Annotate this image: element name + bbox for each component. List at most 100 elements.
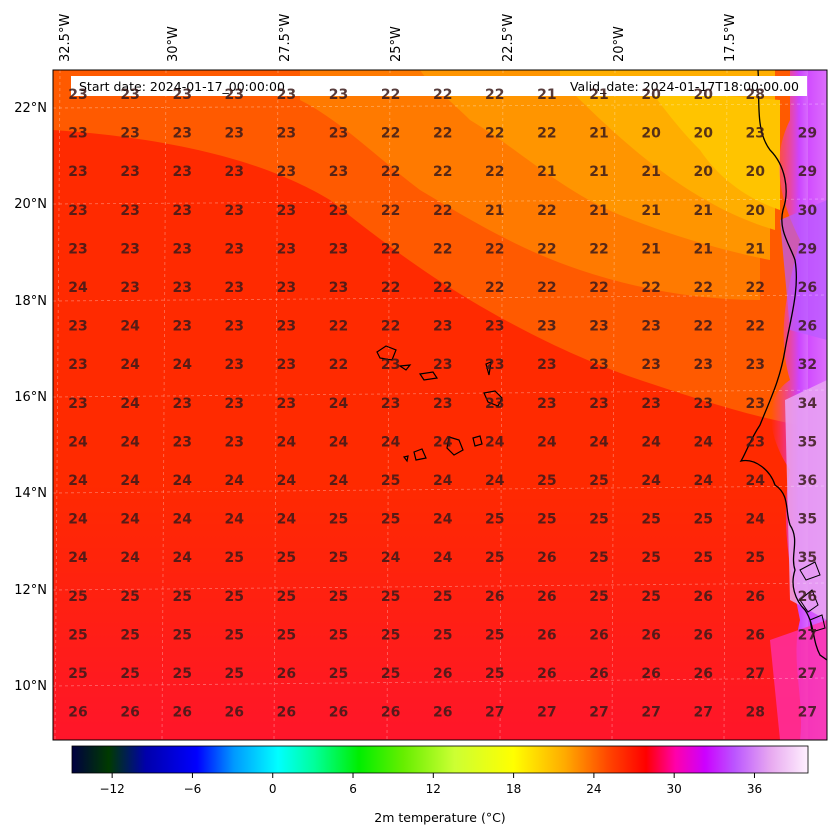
grid-value: 26 (641, 627, 660, 643)
grid-value: 25 (68, 666, 87, 682)
grid-value: 23 (68, 357, 87, 373)
grid-value: 24 (381, 550, 401, 566)
grid-value: 21 (641, 203, 660, 219)
grid-value: 23 (485, 319, 504, 335)
grid-value: 20 (693, 87, 713, 103)
grid-value: 22 (537, 280, 556, 296)
grid-value: 26 (433, 666, 452, 682)
coastline (739, 70, 827, 661)
grid-value: 23 (225, 357, 244, 373)
grid-value: 26 (172, 705, 191, 721)
grid-value: 25 (277, 627, 296, 643)
grid-value: 22 (693, 319, 712, 335)
grid-value: 25 (381, 666, 400, 682)
grid-value: 26 (693, 666, 712, 682)
grid-value: 25 (485, 550, 504, 566)
colorbar-tick-label: −12 (99, 782, 124, 796)
grid-value: 23 (277, 203, 296, 219)
grid-value: 24 (433, 434, 453, 450)
grid-value: 25 (120, 627, 139, 643)
grid-value: 24 (120, 434, 140, 450)
grid-value: 26 (381, 705, 400, 721)
grid-value: 21 (589, 126, 608, 142)
grid-value: 27 (798, 627, 817, 643)
grid-value: 25 (225, 627, 244, 643)
grid-value: 23 (225, 319, 244, 335)
grid-value: 27 (693, 705, 712, 721)
grid-value: 22 (485, 87, 504, 103)
grid-value: 21 (693, 203, 712, 219)
grid-value: 22 (746, 280, 765, 296)
grid-value: 22 (693, 280, 712, 296)
grid-value: 20 (641, 87, 661, 103)
grid-value: 25 (589, 589, 608, 605)
grid-value: 25 (68, 627, 87, 643)
grid-value: 27 (537, 705, 556, 721)
grid-value: 23 (381, 396, 400, 412)
grid-value: 20 (693, 126, 713, 142)
colorbar-tick-label: 0 (269, 782, 277, 796)
latitude-labels: 22°N 20°N 18°N 16°N 14°N 12°N 10°N (14, 101, 47, 694)
grid-value: 22 (485, 280, 504, 296)
lon-label: 32.5°W (58, 14, 73, 62)
grid-value: 23 (225, 203, 244, 219)
grid-value: 22 (381, 241, 400, 257)
grid-value: 25 (329, 589, 348, 605)
grid-value: 22 (433, 241, 452, 257)
grid-value: 21 (693, 241, 712, 257)
grid-value: 25 (485, 627, 504, 643)
grid-value: 24 (68, 280, 88, 296)
grid-value: 23 (225, 87, 244, 103)
grid-value: 24 (381, 434, 401, 450)
colorbar-tick-label: −6 (184, 782, 202, 796)
grid-value: 25 (641, 550, 660, 566)
grid-value: 26 (693, 627, 712, 643)
grid-value: 25 (225, 550, 244, 566)
grid-value: 32 (798, 357, 817, 373)
lat-label: 10°N (14, 679, 47, 694)
grid-value: 23 (641, 396, 660, 412)
grid-value: 26 (589, 627, 608, 643)
grid-value: 22 (537, 203, 556, 219)
grid-value: 22 (381, 126, 400, 142)
lon-label: 20°W (612, 26, 627, 62)
grid-value: 24 (746, 473, 766, 489)
grid-value: 22 (485, 241, 504, 257)
grid-value: 25 (746, 550, 765, 566)
grid-value: 25 (277, 550, 296, 566)
colorbar-tick-label: 24 (586, 782, 601, 796)
valid-date-label: Valid_date: 2024-01-17T18:00:00.00 (570, 79, 799, 94)
grid-value: 24 (120, 512, 140, 528)
grid-value: 26 (798, 589, 817, 605)
grid-value: 24 (172, 550, 192, 566)
grid-value: 26 (589, 666, 608, 682)
grid-value: 23 (277, 126, 296, 142)
grid-value: 24 (277, 473, 297, 489)
grid-value: 24 (693, 434, 713, 450)
grid-value: 22 (537, 126, 556, 142)
grid-value: 23 (68, 126, 87, 142)
grid-value: 24 (433, 473, 453, 489)
grid-value: 25 (589, 473, 608, 489)
grid-value: 23 (68, 396, 87, 412)
grid-value: 24 (693, 473, 713, 489)
lat-label: 14°N (14, 486, 47, 501)
grid-value: 26 (746, 589, 765, 605)
grid-value: 23 (433, 396, 452, 412)
grid-value: 23 (537, 357, 556, 373)
grid-value: 23 (641, 357, 660, 373)
grid-value: 25 (589, 550, 608, 566)
grid-value: 24 (641, 473, 661, 489)
grid-value: 27 (641, 705, 660, 721)
grid-value: 24 (485, 434, 505, 450)
grid-value: 23 (433, 357, 452, 373)
grid-value: 24 (68, 512, 88, 528)
grid-value: 20 (641, 126, 661, 142)
grid-value: 25 (381, 589, 400, 605)
grid-value: 21 (537, 87, 556, 103)
colorbar (71, 745, 809, 774)
grid-value: 28 (746, 87, 765, 103)
grid-value: 23 (746, 396, 765, 412)
grid-value: 24 (277, 512, 297, 528)
